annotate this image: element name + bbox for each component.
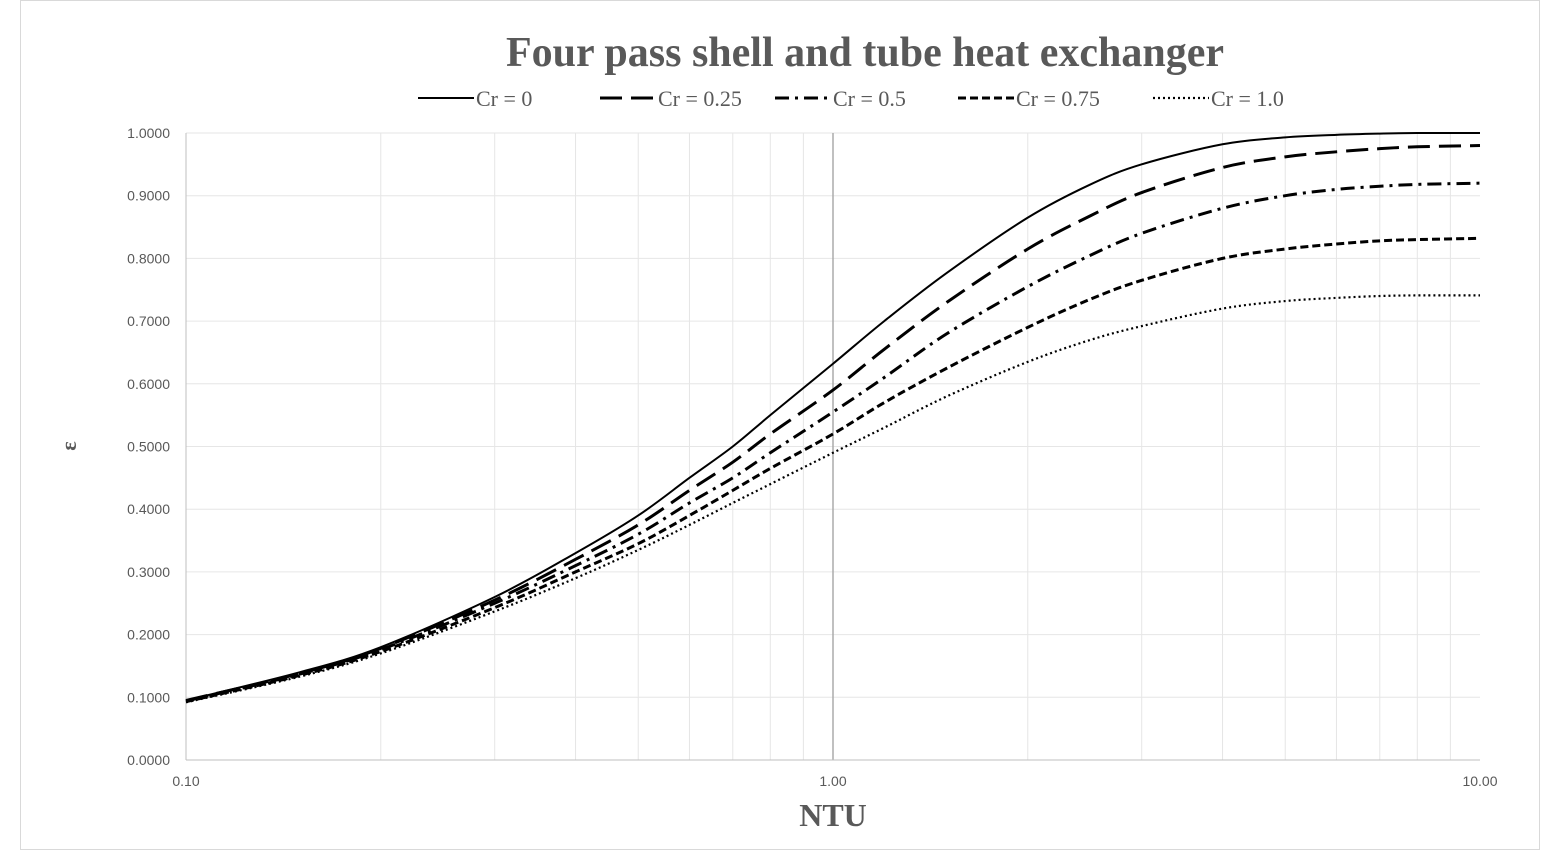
- x-tick-label: 1.00: [819, 773, 846, 789]
- y-tick-label: 0.5000: [127, 439, 170, 455]
- legend-label-4: Cr = 1.0: [1211, 86, 1284, 111]
- chart-frame: [20, 0, 1540, 850]
- x-tick-label: 0.10: [172, 773, 199, 789]
- y-tick-label: 0.3000: [127, 564, 170, 580]
- legend-label-2: Cr = 0.5: [833, 86, 906, 111]
- axes: [185, 133, 1480, 761]
- grid: [186, 132, 1480, 760]
- y-tick-label: 0.2000: [127, 627, 170, 643]
- y-tick-label: 1.0000: [127, 125, 170, 141]
- series-line-0: [185, 131, 1481, 702]
- series-line-2: [185, 181, 1481, 703]
- y-axis-title: ε: [56, 441, 81, 450]
- y-tick-label: 0.0000: [127, 752, 170, 768]
- series-line-1: [185, 144, 1481, 702]
- y-tick-label: 0.9000: [127, 188, 170, 204]
- x-tick-label: 10.00: [1462, 773, 1497, 789]
- series-line-3: [185, 236, 1481, 704]
- legend: Cr = 0 Cr = 0.25 Cr = 0.5 Cr = 0.75 Cr = 1.0: [418, 86, 1284, 111]
- x-axis-title: NTU: [799, 797, 867, 833]
- legend-label-3: Cr = 0.75: [1016, 86, 1100, 111]
- y-tick-label: 0.8000: [127, 250, 170, 266]
- y-tick-label: 0.6000: [127, 376, 170, 392]
- legend-label-0: Cr = 0: [476, 86, 532, 111]
- chart-title: Four pass shell and tube heat exchanger: [506, 30, 1224, 76]
- legend-label-1: Cr = 0.25: [658, 86, 742, 111]
- series-group: [185, 131, 1481, 704]
- y-tick-label: 0.4000: [127, 501, 170, 517]
- y-tick-label: 0.7000: [127, 313, 170, 329]
- y-tick-label: 0.1000: [127, 689, 170, 705]
- tick-labels: 0.0000 0.1000 0.2000 0.3000 0.4000 0.5000 0.60…: [127, 125, 1498, 789]
